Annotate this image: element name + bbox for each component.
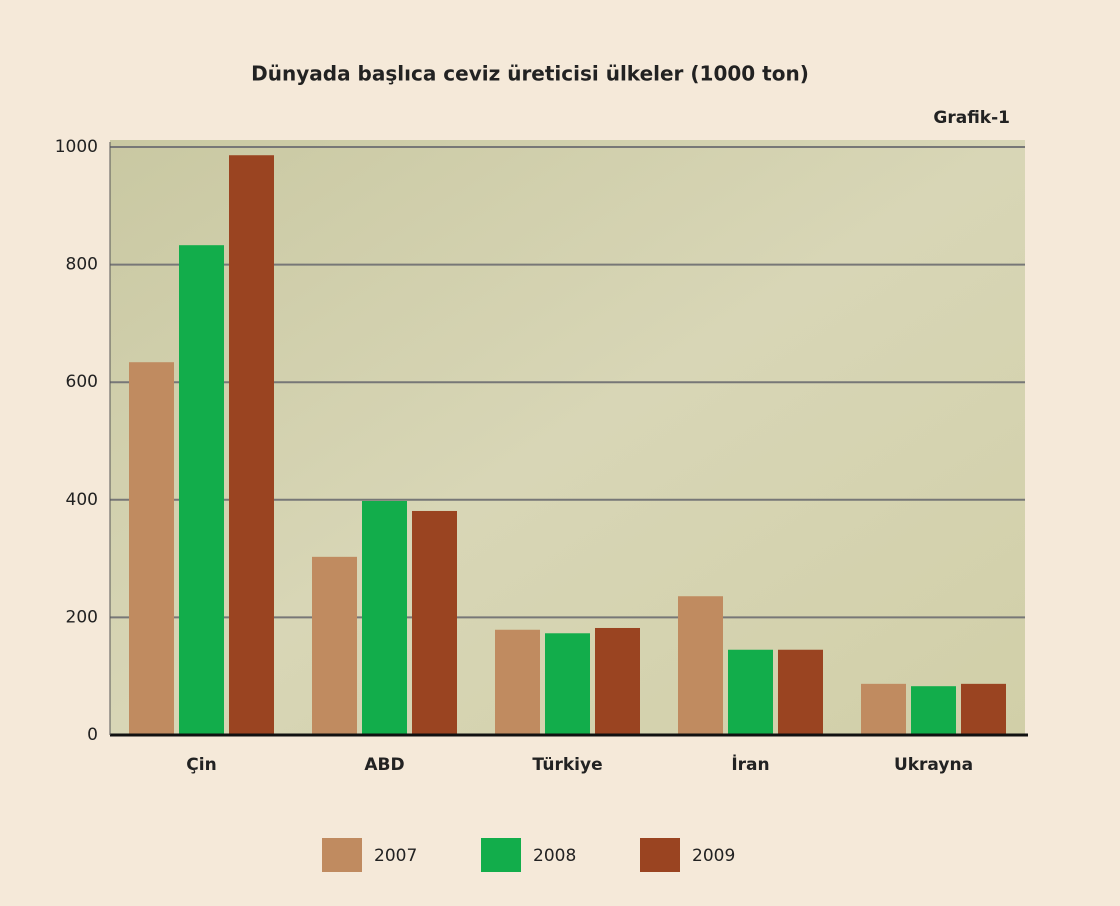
bar	[179, 245, 224, 735]
bar	[778, 650, 823, 735]
bar	[678, 596, 723, 735]
y-tick-label: 600	[66, 372, 98, 392]
x-tick-label: ABD	[364, 755, 404, 775]
bar	[861, 684, 906, 735]
bar	[911, 686, 956, 735]
y-tick-label: 200	[66, 607, 98, 627]
y-tick-label: 800	[66, 255, 98, 275]
legend-swatch	[640, 838, 680, 872]
bar	[728, 650, 773, 735]
legend-label: 2009	[692, 846, 735, 866]
y-tick-label: 400	[66, 490, 98, 510]
legend-swatch	[322, 838, 362, 872]
chart: Dünyada başlıca ceviz üreticisi ülkeler …	[0, 0, 1120, 906]
legend-label: 2007	[374, 846, 417, 866]
bar	[229, 155, 274, 735]
x-tick-label: Türkiye	[532, 755, 602, 775]
bar	[362, 501, 407, 735]
chart-subtitle: Grafik-1	[933, 108, 1010, 128]
chart-title: Dünyada başlıca ceviz üreticisi ülkeler …	[251, 62, 809, 86]
x-tick-label: Çin	[186, 755, 216, 775]
bar	[961, 684, 1006, 735]
bar	[495, 630, 540, 735]
legend-label: 2008	[533, 846, 576, 866]
y-tick-label: 1000	[55, 137, 98, 157]
bar	[312, 557, 357, 735]
bar	[595, 628, 640, 735]
bar	[412, 511, 457, 735]
x-tick-label: İran	[731, 753, 769, 775]
legend-swatch	[481, 838, 521, 872]
bar	[545, 633, 590, 735]
y-tick-label: 0	[87, 725, 98, 745]
x-tick-label: Ukrayna	[894, 755, 973, 775]
bar	[129, 362, 174, 735]
